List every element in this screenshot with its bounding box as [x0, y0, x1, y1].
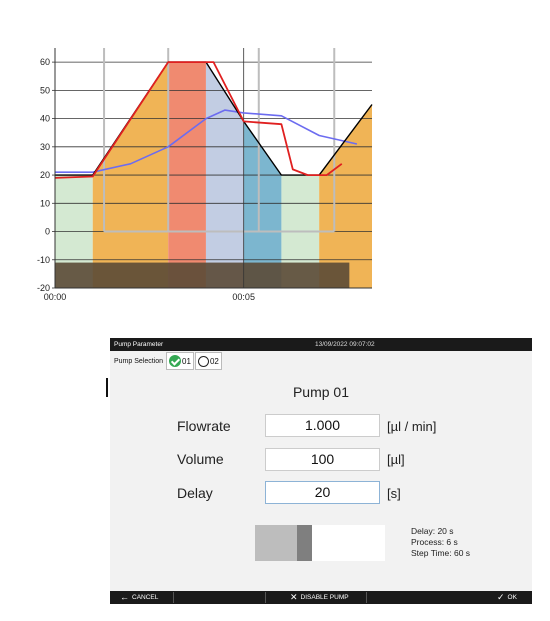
series-blue-line: [55, 109, 358, 173]
bottom-bar: ← CANCEL ✕ DISABLE PUMP ✓ OK: [110, 591, 532, 604]
cancel-button[interactable]: ← CANCEL: [120, 591, 158, 604]
y-tick-label: 50: [40, 85, 50, 95]
ok-label: OK: [507, 594, 517, 601]
temperature-chart: -20 -10 0 10 20 30 40 50 60 00:00 00:05: [37, 48, 373, 302]
y-tick-label: 60: [40, 57, 50, 67]
disable-pump-label: DISABLE PUMP: [300, 594, 349, 601]
flowrate-label: Flowrate: [177, 418, 231, 434]
pump-option-label: 01: [182, 356, 191, 366]
pump-parameter-dialog: Pump Parameter 13/09/2022 09:07:02 Pump …: [110, 338, 532, 604]
separator: [366, 592, 367, 603]
timeline-process-segment: [297, 525, 312, 561]
chart-area: -20 -10 0 10 20 30 40 50 60 00:00 00:05: [37, 48, 373, 302]
checkmark-icon: ✓: [497, 592, 505, 602]
flowrate-unit: [µl / min]: [387, 419, 437, 434]
y-tick-label: 40: [40, 114, 50, 124]
info-process: Process: 6 s: [411, 537, 458, 547]
pump-title: Pump 01: [292, 384, 350, 400]
y-tick-label: -10: [37, 255, 50, 265]
phase-area-7: [319, 104, 372, 289]
cancel-label: CANCEL: [132, 594, 159, 601]
pump-selection-label: Pump Selection: [114, 357, 164, 365]
volume-label: Volume: [177, 451, 224, 467]
ok-button[interactable]: ✓ OK: [497, 591, 517, 604]
delay-input[interactable]: 20: [265, 481, 380, 504]
delay-unit: [s]: [387, 486, 401, 501]
y-tick-label: 0: [45, 227, 50, 237]
step-timeline: [255, 525, 385, 561]
volume-input[interactable]: 100: [265, 448, 380, 471]
pump-option-02[interactable]: 02: [194, 352, 222, 370]
check-circle-icon: [169, 355, 182, 367]
close-icon: ✕: [290, 592, 298, 602]
separator: [173, 592, 174, 603]
delay-label: Delay: [177, 485, 213, 501]
flowrate-input[interactable]: 1.000: [265, 414, 380, 437]
y-tick-label: 30: [40, 142, 50, 152]
dialog-title: Pump Parameter: [114, 341, 164, 348]
x-tick-label: 00:00: [44, 292, 67, 302]
left-edge-divider: [106, 378, 108, 397]
y-tick-label: 20: [40, 170, 50, 180]
y-tick-label: 10: [40, 198, 50, 208]
timeline-delay-segment: [255, 525, 297, 561]
pump-option-01[interactable]: 01: [166, 352, 194, 370]
phase-area-5: [243, 121, 282, 288]
disable-pump-button[interactable]: ✕ DISABLE PUMP: [290, 591, 349, 604]
step-info: Delay: 20 s Process: 6 s Step Time: 60 s: [411, 526, 470, 559]
x-tick-label: 00:05: [232, 292, 255, 302]
series-red-line: [54, 61, 343, 179]
y-tick-label: -20: [37, 283, 50, 293]
timestamp: 13/09/2022 09:07:02: [315, 341, 375, 348]
radio-circle-icon: [197, 355, 209, 367]
pump-option-label: 02: [209, 356, 219, 366]
separator: [265, 592, 266, 603]
pump-selection: Pump Selection 01 02: [110, 352, 223, 370]
bottom-band: [55, 262, 350, 288]
info-step-time: Step Time: 60 s: [411, 548, 471, 558]
volume-unit: [µl]: [387, 452, 405, 467]
title-bar: Pump Parameter 13/09/2022 09:07:02: [110, 338, 532, 351]
arrow-left-icon: ←: [120, 592, 129, 602]
info-delay: Delay: 20 s: [411, 526, 454, 536]
